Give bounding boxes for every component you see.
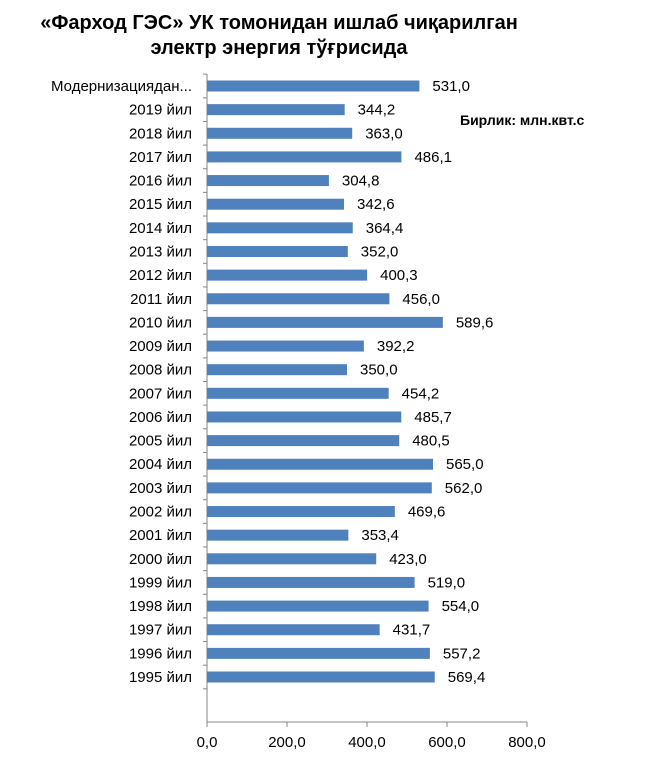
- value-label: 344,2: [358, 102, 396, 119]
- x-tick-label: 600,0: [428, 734, 466, 751]
- category-label: 2010 йил: [129, 314, 192, 331]
- unit-label: Бирлик: млн.квт.с: [460, 112, 585, 128]
- category-label: 1995 йил: [129, 669, 192, 686]
- value-label: 352,0: [361, 243, 399, 260]
- category-label: 2012 йил: [129, 267, 192, 284]
- category-label: 2006 йил: [129, 409, 192, 426]
- value-label: 423,0: [389, 551, 427, 568]
- category-label: 2005 йил: [129, 433, 192, 450]
- bar: [207, 80, 420, 92]
- bar: [207, 576, 415, 588]
- value-label: 480,5: [412, 433, 450, 450]
- value-label: 400,3: [380, 267, 418, 284]
- value-label: 350,0: [360, 362, 398, 379]
- x-tick-label: 200,0: [268, 734, 306, 751]
- bar: [207, 316, 443, 328]
- bar: [207, 647, 430, 659]
- value-label: 353,4: [361, 527, 399, 544]
- value-label: 456,0: [402, 291, 440, 308]
- category-label: 2008 йил: [129, 362, 192, 379]
- bar: [207, 458, 433, 470]
- bar: [207, 411, 402, 423]
- category-label: 2004 йил: [129, 456, 192, 473]
- category-label: 1998 йил: [129, 598, 192, 615]
- category-label: 2018 йил: [129, 125, 192, 142]
- chart-title-line2: электр энергия тўғрисида: [150, 37, 408, 59]
- value-label: 485,7: [414, 409, 452, 426]
- category-label: 2002 йил: [129, 504, 192, 521]
- value-label: 304,8: [342, 173, 380, 190]
- category-label: 2014 йил: [129, 220, 192, 237]
- value-label: 557,2: [443, 645, 481, 662]
- bar: [207, 175, 329, 187]
- bar: [207, 553, 377, 565]
- value-label: 562,0: [445, 480, 483, 497]
- value-label: 469,6: [408, 504, 446, 521]
- value-label: 454,2: [402, 385, 440, 402]
- bar: [207, 364, 347, 376]
- value-label: 554,0: [442, 598, 480, 615]
- category-label: 2011 йил: [130, 291, 192, 308]
- value-label: 342,6: [357, 196, 395, 213]
- bar: [207, 600, 429, 612]
- bar: [207, 671, 435, 683]
- value-label: 589,6: [456, 314, 494, 331]
- bar: [207, 506, 395, 518]
- category-label: 1999 йил: [129, 574, 192, 591]
- category-label: 2019 йил: [129, 102, 192, 119]
- bar: [207, 198, 345, 210]
- bar: [207, 293, 390, 305]
- category-label: 2017 йил: [129, 149, 192, 166]
- category-label: 2015 йил: [129, 196, 192, 213]
- bar: [207, 104, 345, 116]
- category-label: 2016 йил: [129, 173, 192, 190]
- bar: [207, 340, 364, 352]
- bar: [207, 127, 353, 139]
- value-label: 565,0: [446, 456, 484, 473]
- bar: [207, 529, 349, 541]
- bar: [207, 482, 432, 494]
- bar: [207, 269, 368, 281]
- x-tick-label: 0,0: [197, 734, 218, 751]
- bar: [207, 435, 400, 447]
- category-label: 2001 йил: [129, 527, 192, 544]
- bar: [207, 151, 402, 163]
- category-label: 1996 йил: [129, 645, 192, 662]
- category-label: Модернизациядан...: [51, 78, 192, 95]
- value-label: 392,2: [377, 338, 415, 355]
- category-label: 1997 йил: [129, 622, 192, 639]
- category-label: 2003 йил: [129, 480, 192, 497]
- bar: [207, 245, 348, 257]
- category-label: 2013 йил: [129, 243, 192, 260]
- value-label: 486,1: [414, 149, 452, 166]
- x-tick-label: 800,0: [508, 734, 546, 751]
- value-label: 569,4: [448, 669, 486, 686]
- x-tick-label: 400,0: [348, 734, 386, 751]
- category-label: 2000 йил: [129, 551, 192, 568]
- value-label: 364,4: [366, 220, 404, 237]
- value-label: 519,0: [428, 574, 466, 591]
- bar: [207, 624, 380, 636]
- bar: [207, 387, 389, 399]
- bar: [207, 222, 353, 234]
- value-label: 431,7: [393, 622, 431, 639]
- value-label: 363,0: [365, 125, 403, 142]
- category-label: 2007 йил: [129, 385, 192, 402]
- category-label: 2009 йил: [129, 338, 192, 355]
- value-label: 531,0: [432, 78, 470, 95]
- chart-title-line1: «Фарход ГЭС» УК томонидан ишлаб чиқарилг…: [40, 12, 518, 34]
